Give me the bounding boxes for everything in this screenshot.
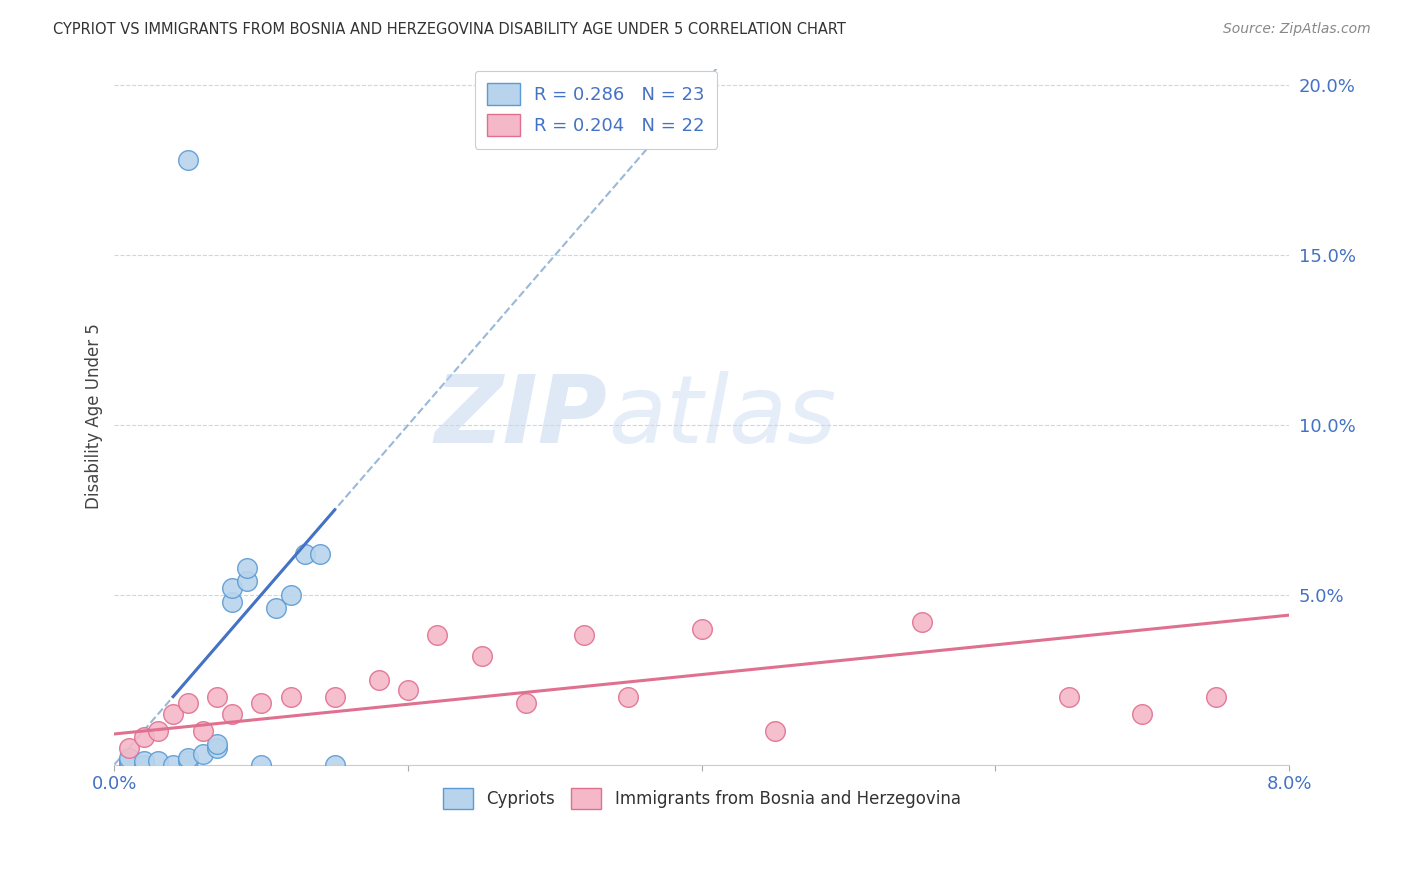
- Point: [221, 581, 243, 595]
- Text: CYPRIOT VS IMMIGRANTS FROM BOSNIA AND HERZEGOVINA DISABILITY AGE UNDER 5 CORRELA: CYPRIOT VS IMMIGRANTS FROM BOSNIA AND HE…: [53, 22, 846, 37]
- Point: [250, 697, 273, 711]
- Point: [367, 673, 389, 687]
- Point: [221, 594, 243, 608]
- Point: [177, 750, 200, 764]
- Point: [118, 754, 141, 768]
- Point: [205, 690, 228, 704]
- Point: [162, 706, 184, 721]
- Point: [191, 723, 214, 738]
- Point: [177, 697, 200, 711]
- Point: [118, 740, 141, 755]
- Point: [132, 757, 155, 772]
- Point: [911, 615, 934, 629]
- Point: [396, 682, 419, 697]
- Point: [1205, 690, 1227, 704]
- Point: [221, 706, 243, 721]
- Point: [132, 754, 155, 768]
- Y-axis label: Disability Age Under 5: Disability Age Under 5: [86, 324, 103, 509]
- Point: [177, 754, 200, 768]
- Point: [280, 690, 302, 704]
- Point: [235, 574, 257, 589]
- Point: [763, 723, 786, 738]
- Point: [205, 737, 228, 751]
- Point: [690, 622, 713, 636]
- Point: [162, 757, 184, 772]
- Point: [235, 560, 257, 574]
- Point: [280, 588, 302, 602]
- Point: [617, 690, 640, 704]
- Point: [250, 757, 273, 772]
- Point: [470, 648, 492, 663]
- Point: [132, 731, 155, 745]
- Point: [309, 547, 332, 561]
- Text: Source: ZipAtlas.com: Source: ZipAtlas.com: [1223, 22, 1371, 37]
- Point: [323, 757, 346, 772]
- Point: [1130, 706, 1153, 721]
- Point: [177, 153, 200, 168]
- Point: [574, 628, 596, 642]
- Legend: Cypriots, Immigrants from Bosnia and Herzegovina: Cypriots, Immigrants from Bosnia and Her…: [436, 781, 967, 815]
- Text: ZIP: ZIP: [434, 370, 607, 463]
- Point: [148, 723, 170, 738]
- Point: [1057, 690, 1080, 704]
- Point: [426, 628, 449, 642]
- Point: [191, 747, 214, 762]
- Point: [205, 740, 228, 755]
- Point: [294, 547, 316, 561]
- Text: atlas: atlas: [607, 371, 837, 462]
- Point: [148, 754, 170, 768]
- Point: [515, 697, 537, 711]
- Point: [323, 690, 346, 704]
- Point: [118, 750, 141, 764]
- Point: [264, 601, 287, 615]
- Point: [118, 757, 141, 772]
